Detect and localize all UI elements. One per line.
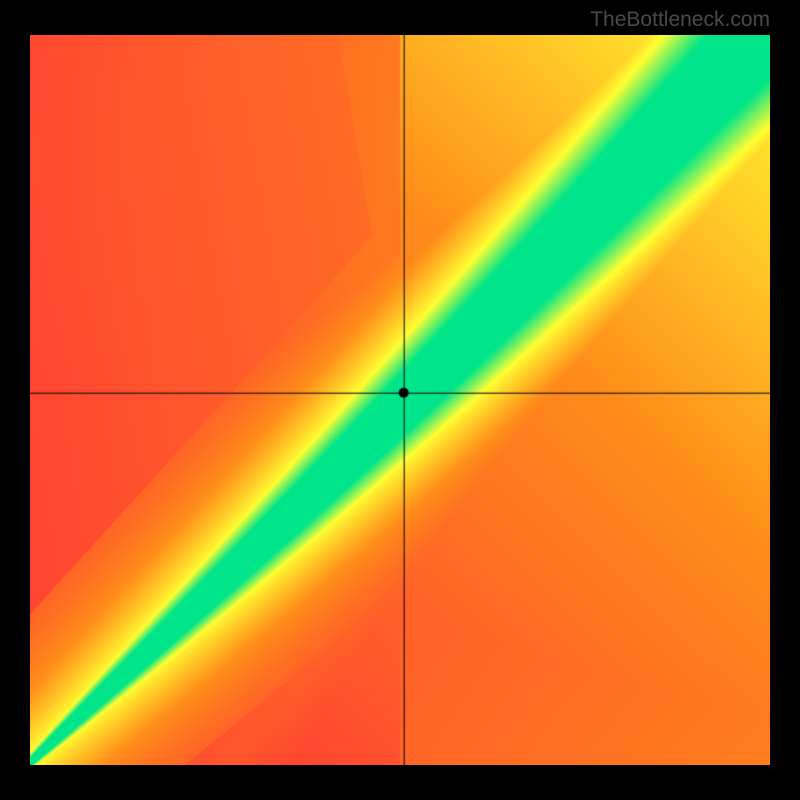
watermark-text: TheBottleneck.com bbox=[590, 8, 770, 32]
bottleneck-heatmap bbox=[30, 35, 770, 765]
heatmap-canvas bbox=[30, 35, 770, 765]
